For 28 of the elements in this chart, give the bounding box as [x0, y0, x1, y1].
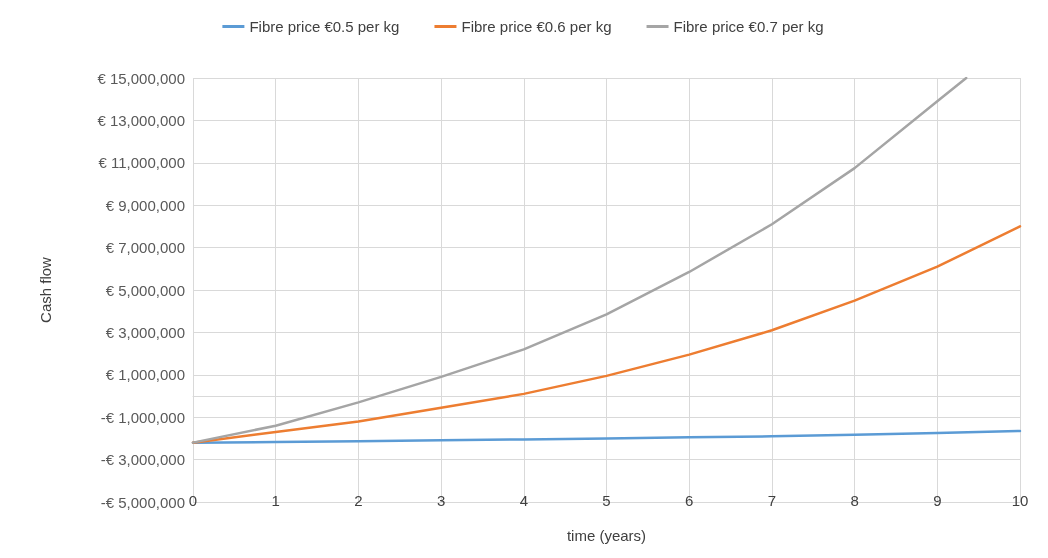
y-tick-label: -€ 1,000,000	[100, 408, 185, 426]
x-tick-label: 9	[933, 492, 942, 509]
x-tick-label: 4	[519, 492, 528, 509]
x-tick-label: 10	[1011, 492, 1029, 509]
x-axis-title: time (years)	[566, 527, 647, 544]
y-tick-label: € 1,000,000	[105, 366, 185, 384]
y-tick-label: € 5,000,000	[105, 281, 185, 299]
y-tick-label: -€ 5,000,000	[100, 493, 185, 511]
line-series	[191, 76, 968, 444]
y-tick-label: € 11,000,000	[98, 154, 185, 172]
x-tick-label: 7	[767, 492, 777, 509]
y-tick-label: € 13,000,000	[97, 111, 185, 129]
legend-label: Fibre price €0.6 per kg	[461, 18, 612, 35]
x-tick-label: 1	[271, 492, 280, 509]
y-tick-label: € 3,000,000	[105, 323, 185, 341]
y-tick-label: € 9,000,000	[105, 196, 185, 214]
x-tick-label: 8	[850, 492, 859, 509]
x-tick-label: 3	[436, 492, 446, 509]
y-tick-label: € 7,000,000	[105, 239, 185, 257]
x-tick-label: 5	[602, 492, 611, 509]
y-tick-label: -€ 3,000,000	[100, 451, 185, 469]
y-tick-label: € 15,000,000	[97, 69, 185, 87]
legend-label: Fibre price €0.7 per kg	[673, 18, 824, 35]
x-tick-label: 2	[354, 492, 363, 509]
legend-label: Fibre price €0.5 per kg	[249, 18, 400, 35]
x-tick-label: 0	[188, 492, 198, 509]
x-tick-label: 6	[685, 492, 694, 509]
y-axis-title: Cash flow	[37, 256, 54, 323]
